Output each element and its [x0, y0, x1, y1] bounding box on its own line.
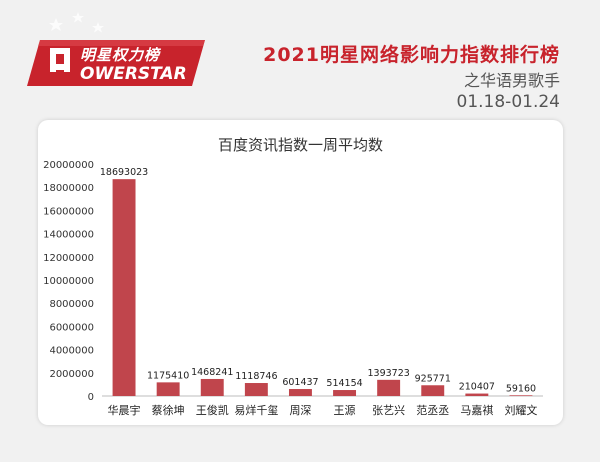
bar-value-label: 601437	[282, 377, 318, 388]
x-category-label: 范丞丞	[416, 403, 449, 417]
y-tick-label: 12000000	[43, 253, 94, 264]
bar-value-label: 1468241	[191, 367, 233, 378]
x-category-label: 张艺兴	[372, 404, 405, 417]
bar	[465, 393, 489, 396]
bar-value-label: 59160	[506, 383, 536, 394]
x-category-label: 周深	[289, 404, 311, 417]
bar-value-label: 925771	[415, 373, 451, 384]
bar	[112, 179, 136, 396]
x-category-label: 华晨宇	[108, 403, 141, 417]
page-title: 2021明星网络影响力指数排行榜	[263, 44, 560, 66]
bar	[156, 382, 180, 396]
bar-value-label: 1393723	[367, 368, 409, 379]
y-tick-label: 2000000	[49, 369, 94, 380]
bar	[421, 385, 445, 396]
x-category-label: 王俊凯	[196, 403, 229, 417]
bar-value-label: 18693023	[100, 167, 148, 178]
x-category-label: 马嘉祺	[460, 403, 493, 417]
chart-card: 百度资讯指数一周平均数 0 2000000 4000000 6000000 800000…	[38, 120, 563, 425]
y-tick-label: 4000000	[49, 346, 94, 357]
bar-value-label: 210407	[459, 382, 495, 393]
x-category-label: 蔡徐坤	[152, 403, 185, 417]
bar	[509, 395, 533, 396]
bar-value-label: 1175410	[147, 370, 189, 381]
chart-title: 百度资讯指数一周平均数	[217, 136, 383, 154]
logo-chinese-text: 明星权力榜	[80, 46, 161, 64]
bar-value-label: 514154	[326, 378, 362, 389]
x-category-label: 刘耀文	[504, 403, 537, 417]
y-tick-label: 10000000	[43, 276, 94, 287]
bar	[333, 390, 357, 396]
y-tick-label: 14000000	[43, 230, 94, 241]
y-tick-label: 6000000	[49, 322, 94, 333]
bar-value-label: 1118746	[235, 371, 277, 382]
date-range: 01.18-01.24	[456, 92, 560, 112]
bar	[288, 389, 312, 396]
logo-english-text: OWERSTAR	[80, 64, 187, 84]
bar	[200, 378, 224, 396]
bar-chart: 0 2000000 4000000 6000000 8000000 10000000 120…	[43, 160, 543, 417]
x-category-label: 易烊千玺	[234, 403, 278, 417]
bar	[377, 379, 401, 396]
page-subtitle: 之华语男歌手	[463, 71, 560, 90]
y-tick-label: 18000000	[43, 183, 94, 194]
y-tick-label: 8000000	[49, 299, 94, 310]
y-tick-label: 20000000	[43, 160, 94, 171]
y-tick-label: 0	[88, 392, 94, 403]
bar	[244, 383, 268, 396]
y-tick-label: 16000000	[43, 206, 94, 217]
x-category-label: 王源	[334, 403, 356, 417]
powerstar-logo: 明星权力榜 OWERSTAR	[0, 0, 220, 112]
